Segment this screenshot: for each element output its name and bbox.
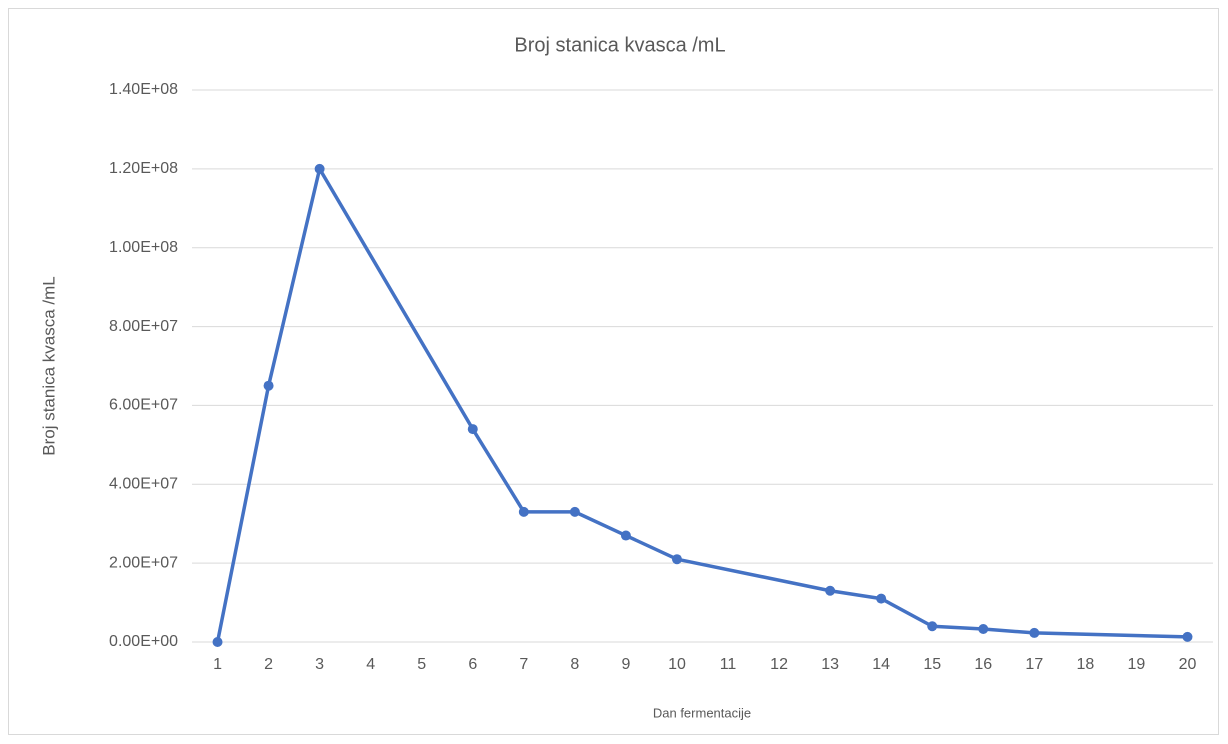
x-tick-label: 9 <box>621 656 630 673</box>
x-tick-label: 6 <box>468 656 477 673</box>
y-tick-label: 1.20E+08 <box>109 160 178 177</box>
x-tick-label: 15 <box>923 656 941 673</box>
x-tick-label: 12 <box>770 656 788 673</box>
x-tick-label: 18 <box>1076 656 1094 673</box>
y-tick-label: 0.00E+00 <box>109 633 178 650</box>
data-point <box>825 585 836 596</box>
y-axis-label: Broj stanica kvasca /mL <box>39 276 58 456</box>
data-point <box>467 424 478 435</box>
data-point <box>212 637 223 647</box>
chart-frame <box>8 8 1219 735</box>
data-point <box>927 621 938 632</box>
x-tick-label: 8 <box>570 656 579 673</box>
data-point <box>671 554 682 565</box>
y-tick-label: 1.40E+08 <box>109 81 178 98</box>
data-point <box>978 623 989 634</box>
data-point <box>1182 631 1193 642</box>
x-tick-label: 5 <box>417 656 426 673</box>
y-tick-label: 8.00E+07 <box>109 318 178 335</box>
x-tick-label: 13 <box>821 656 839 673</box>
x-tick-label: 14 <box>872 656 890 673</box>
data-point <box>876 593 887 604</box>
x-tick-label: 4 <box>366 656 375 673</box>
x-tick-label: 1 <box>213 656 222 673</box>
x-tick-label: 7 <box>519 656 528 673</box>
x-tick-label: 3 <box>315 656 324 673</box>
data-line <box>215 167 1188 643</box>
x-tick-label: 19 <box>1128 656 1146 673</box>
x-tick-label: 11 <box>720 656 737 673</box>
chart-title: Broj stanica kvasca /mL <box>514 34 725 56</box>
x-axis-label: Dan fermentacije <box>653 705 751 720</box>
y-tick-label: 6.00E+07 <box>109 397 178 414</box>
x-tick-label: 20 <box>1179 656 1197 673</box>
x-tick-label: 17 <box>1025 656 1043 673</box>
data-point <box>620 530 631 541</box>
data-point <box>569 506 580 517</box>
x-tick-label: 2 <box>264 656 273 673</box>
y-tick-label: 1.00E+08 <box>109 239 178 256</box>
y-tick-label: 2.00E+07 <box>109 554 178 571</box>
data-point <box>1029 627 1040 638</box>
x-tick-label: 16 <box>974 656 992 673</box>
x-tick-label: 10 <box>668 656 686 673</box>
data-point <box>314 163 325 174</box>
data-point <box>263 380 274 391</box>
y-tick-label: 4.00E+07 <box>109 476 178 493</box>
data-point <box>518 506 529 517</box>
